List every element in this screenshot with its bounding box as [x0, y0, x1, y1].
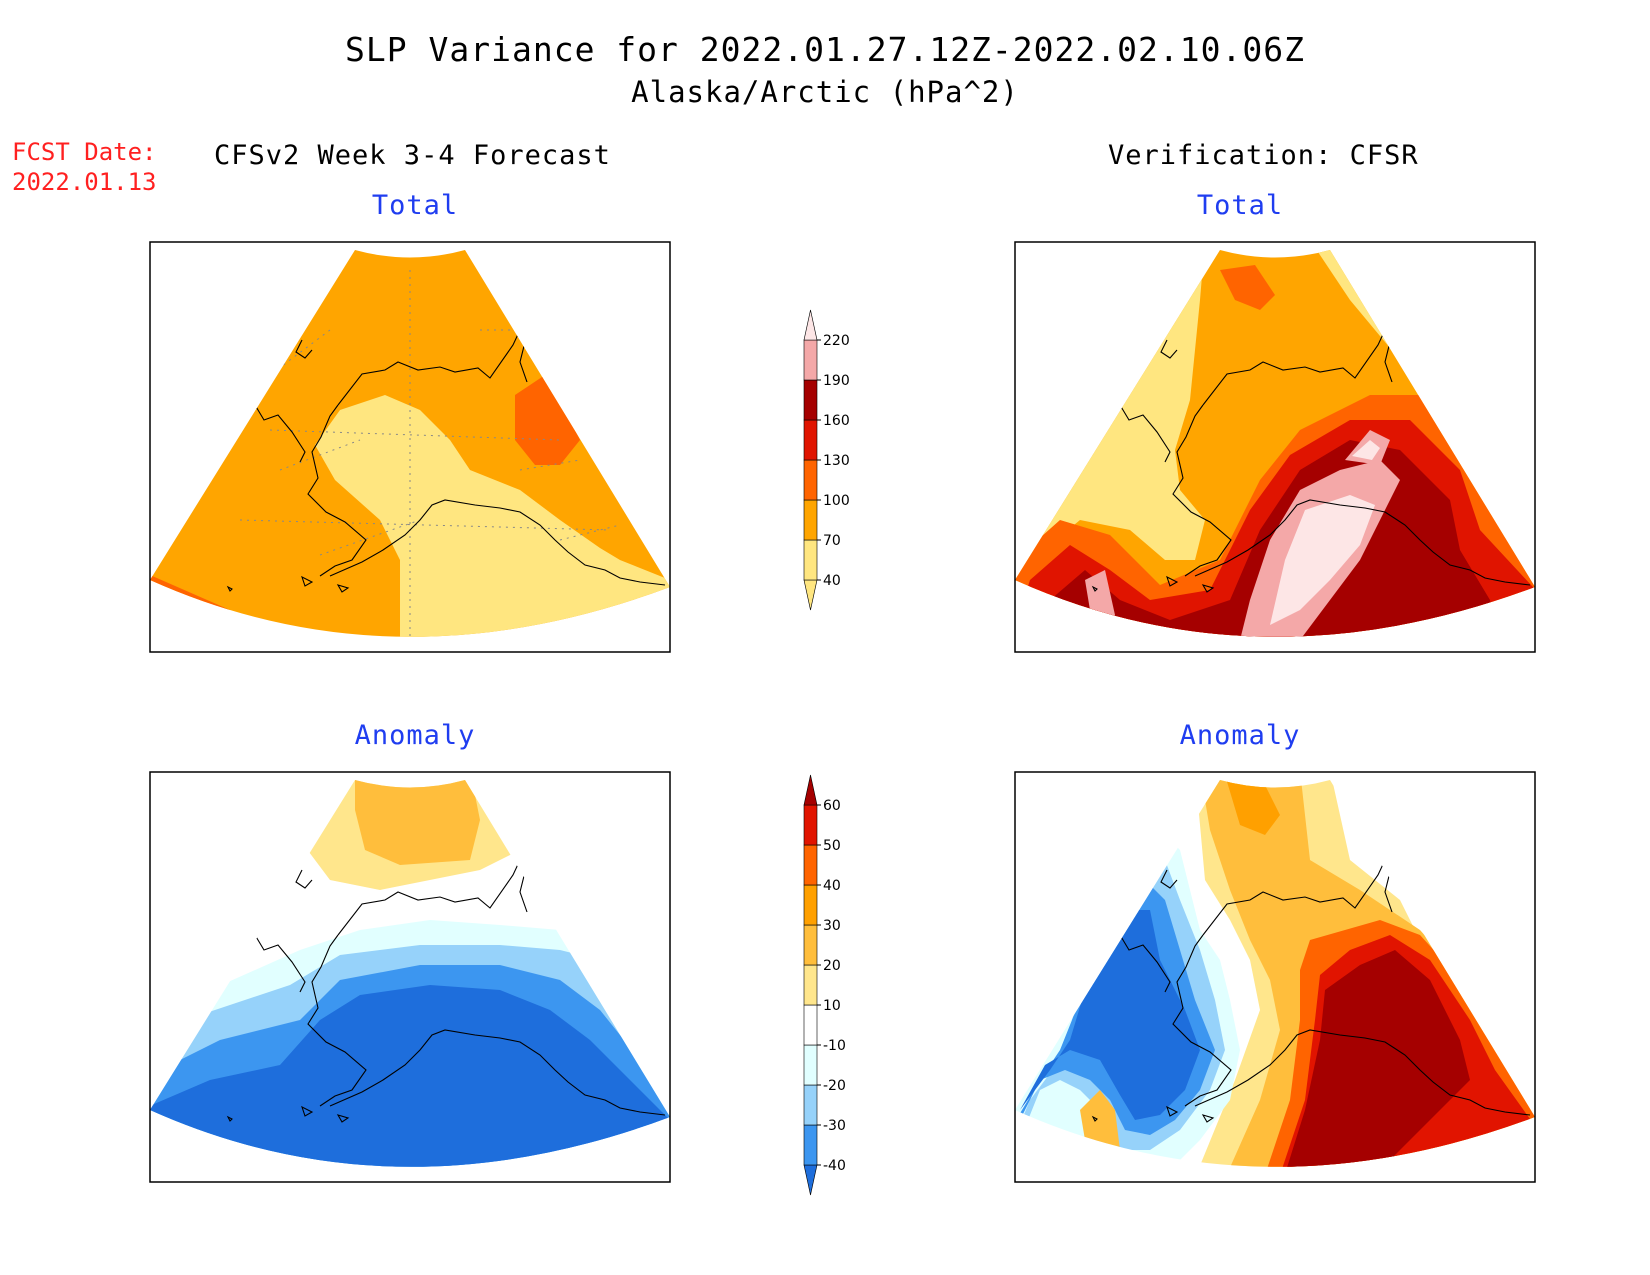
colorbar-segment — [803, 339, 818, 381]
verification-anomaly-heading: Anomaly — [1179, 720, 1301, 751]
colorbar-tick-label: 40 — [823, 573, 841, 589]
colorbar-segment — [803, 1084, 818, 1126]
colorbar-segment — [803, 499, 818, 541]
forecast-total-heading: Total — [371, 190, 459, 221]
verification-total-heading: Total — [1196, 190, 1284, 221]
colorbar-tick-label: 20 — [823, 958, 841, 974]
forecast-date-label: FCST Date: — [12, 138, 157, 166]
colorbar-segment — [803, 1044, 818, 1086]
colorbar-segment — [803, 804, 818, 846]
colorbar-tick-label: 60 — [823, 798, 841, 814]
colorbar-segment — [803, 379, 818, 421]
colorbar-segment — [803, 884, 818, 926]
colorbar-segment — [803, 1164, 818, 1196]
colorbar-tick-label: 50 — [823, 838, 841, 854]
colorbar-segment — [803, 964, 818, 1006]
colorbar-segment — [803, 539, 818, 581]
colorbar-tick-label: -10 — [823, 1038, 846, 1054]
colorbar-segment — [803, 419, 818, 461]
anomaly-colorbar: -40 -30 -20 -10 10 20 30 40 50 60 — [803, 774, 846, 1196]
colorbar-segment — [803, 309, 818, 341]
colorbar-tick-label: -20 — [823, 1078, 846, 1094]
colorbar-tick-label: 40 — [823, 878, 841, 894]
forecast-anomaly-heading: Anomaly — [354, 720, 476, 751]
verification-total-map — [1014, 241, 1536, 653]
chart-subtitle: Alaska/Arctic (hPa^2) — [631, 75, 1019, 109]
colorbar-tick-label: 70 — [823, 533, 841, 549]
forecast-date-block: FCST Date: 2022.01.13 — [12, 137, 157, 197]
total-colorbar: 40 70 100 130 160 190 220 — [803, 309, 850, 611]
colorbar-segment — [803, 774, 818, 806]
colorbar-tick-label: 100 — [823, 493, 850, 509]
colorbar-tick-label: -40 — [823, 1158, 846, 1174]
colorbar-segment — [803, 579, 818, 611]
colorbar-segment — [803, 1004, 818, 1046]
colorbar-tick-label: 30 — [823, 918, 841, 934]
colorbar-segment — [803, 844, 818, 886]
forecast-date-value: 2022.01.13 — [12, 168, 157, 196]
colorbar-tick-label: 220 — [823, 333, 850, 349]
colorbar-segment — [803, 459, 818, 501]
colorbar-tick-label: 130 — [823, 453, 850, 469]
verification-anomaly-map — [1014, 771, 1536, 1183]
forecast-column-heading: CFSv2 Week 3-4 Forecast — [214, 140, 611, 171]
chart-title: SLP Variance for 2022.01.27.12Z-2022.02.… — [345, 30, 1305, 69]
colorbar-tick-label: 190 — [823, 373, 850, 389]
colorbar-tick-label: 160 — [823, 413, 850, 429]
forecast-anomaly-map — [149, 771, 671, 1183]
verification-column-heading: Verification: CFSR — [1108, 140, 1419, 171]
colorbar-segment — [803, 924, 818, 966]
colorbar-segment — [803, 1124, 818, 1166]
colorbar-tick-label: 10 — [823, 998, 841, 1014]
colorbar-tick-label: -30 — [823, 1118, 846, 1134]
forecast-total-map — [149, 241, 671, 653]
